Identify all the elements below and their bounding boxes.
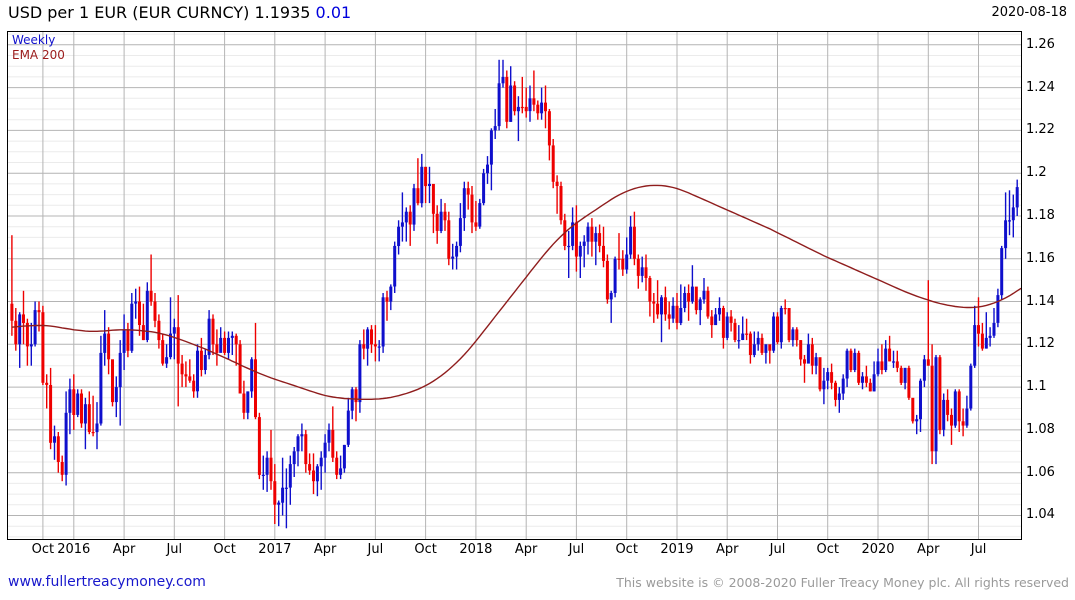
instrument-name: USD per 1 EUR (EUR CURNCY) [8, 3, 250, 22]
x-axis-tick: Oct [615, 542, 638, 557]
site-url[interactable]: www.fullertreacymoney.com [8, 574, 206, 590]
x-axis-tick: Jul [970, 542, 987, 557]
x-axis-tick: Jul [166, 542, 183, 557]
chart-title: USD per 1 EUR (EUR CURNCY) 1.1935 0.01 [8, 3, 351, 22]
y-axis-tick: 1.06 [1026, 464, 1055, 480]
plot-area[interactable] [7, 31, 1022, 540]
as-of-date: 2020-08-18 [991, 5, 1067, 20]
y-axis-tick: 1.22 [1026, 122, 1055, 138]
x-axis-tick: Oct [213, 542, 236, 557]
y-axis-tick: 1.1 [1026, 379, 1047, 395]
x-axis-tick: 2018 [459, 542, 493, 557]
candlestick-layer [10, 59, 1019, 529]
price-change: 0.01 [315, 3, 352, 22]
chart-header: USD per 1 EUR (EUR CURNCY) 1.1935 0.01 2… [0, 0, 1075, 28]
y-axis-tick: 1.12 [1026, 336, 1055, 352]
x-axis-tick: Jul [568, 542, 585, 557]
y-axis-tick: 1.18 [1026, 207, 1055, 223]
y-axis-tick: 1.08 [1026, 421, 1055, 437]
chart-footer: www.fullertreacymoney.com This website i… [0, 572, 1075, 598]
x-axis-tick: Apr [917, 542, 940, 557]
y-axis-tick: 1.24 [1026, 79, 1055, 95]
x-axis-labels: Oct 2016 Apr Jul Oct 2017 Apr Jul Oct 2018 Apr Jul O… [0, 543, 1075, 565]
x-axis-tick: Oct [414, 542, 437, 557]
plot-inner [8, 32, 1021, 539]
y-axis-labels: 1.26 1.24 1.22 1.2 1.18 1.16 1.14 1.12 1.1 1.08 1.… [1026, 31, 1075, 540]
x-axis-tick: Oct [31, 542, 55, 557]
y-axis-tick: 1.2 [1026, 165, 1047, 181]
y-axis-tick: 1.16 [1026, 250, 1055, 266]
y-axis-tick: 1.26 [1026, 36, 1055, 52]
x-axis-tick: Apr [313, 542, 337, 557]
x-axis-tick: Jul [367, 542, 384, 557]
x-axis-tick: 2016 [57, 542, 91, 557]
x-axis-tick: Apr [112, 542, 136, 557]
last-price: 1.1935 [254, 3, 311, 22]
x-axis-tick: Apr [715, 542, 739, 557]
x-axis-tick: 2017 [258, 542, 292, 557]
y-axis-tick: 1.04 [1026, 507, 1055, 523]
x-axis-tick: 2020 [861, 542, 895, 557]
x-axis-tick: Jul [769, 542, 786, 557]
x-axis-tick: 2019 [660, 542, 694, 557]
copyright-notice: This website is © 2008-2020 Fuller Treac… [616, 575, 1069, 590]
ema-200-layer [11, 184, 1021, 400]
x-axis-tick: Apr [514, 542, 538, 557]
y-axis-tick: 1.14 [1026, 293, 1055, 309]
x-axis-tick: Oct [816, 542, 839, 557]
